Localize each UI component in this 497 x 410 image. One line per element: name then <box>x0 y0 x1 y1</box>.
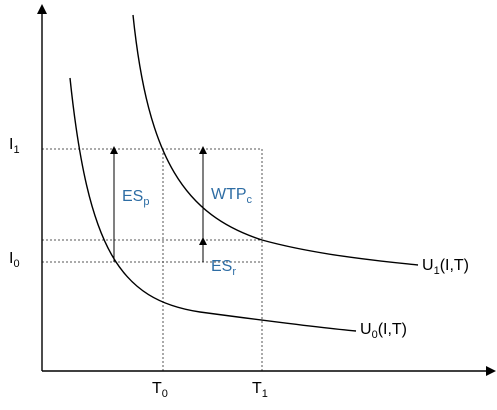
annotation-wtpc: WTPc <box>211 186 253 206</box>
y-axis-arrowhead <box>37 4 47 14</box>
label-curve-u1: U1(I,T) <box>422 257 470 277</box>
curve-u1 <box>132 14 419 266</box>
label-i1: I1 <box>9 136 20 156</box>
label-t1: T1 <box>252 380 268 400</box>
annotation-esp: ESp <box>122 188 150 208</box>
label-t0: T0 <box>152 380 168 400</box>
curve-u0 <box>69 77 357 332</box>
label-i0: I0 <box>9 250 20 270</box>
axes <box>41 10 493 372</box>
guide-lines <box>42 148 263 371</box>
arrows <box>110 146 207 262</box>
label-curve-u0: U0(I,T) <box>360 321 408 341</box>
annotation-esr: ESr <box>211 258 237 278</box>
x-axis-arrowhead <box>486 366 496 376</box>
